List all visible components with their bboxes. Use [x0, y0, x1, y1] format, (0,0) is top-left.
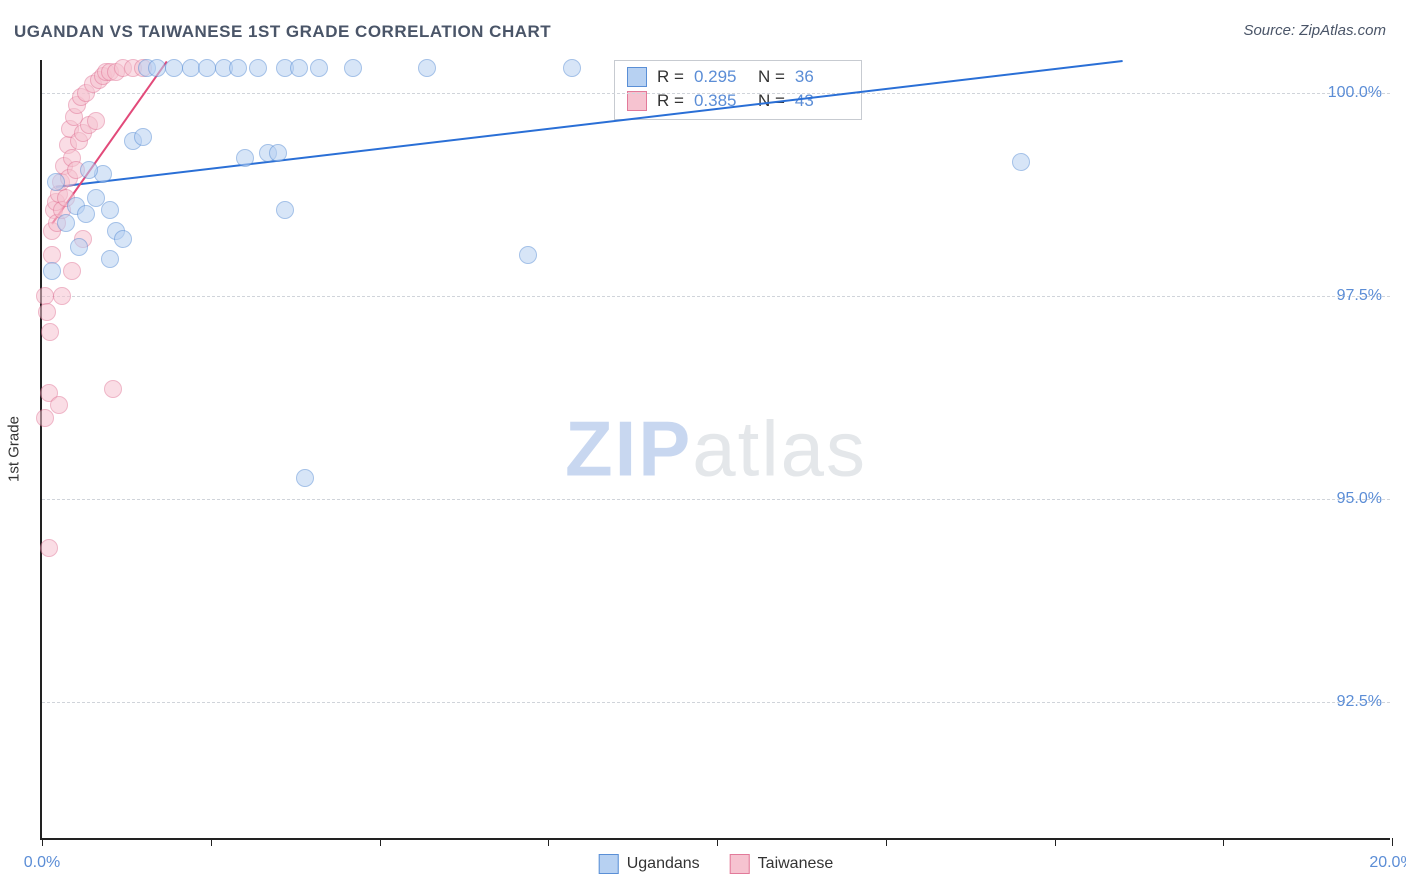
- x-tick: [1223, 838, 1224, 846]
- watermark-part1: ZIP: [565, 405, 692, 493]
- correlation-legend: R = 0.295 N = 36 R = 0.385 N = 43: [614, 60, 862, 120]
- data-point: [148, 59, 166, 77]
- source-label: Source: ZipAtlas.com: [1243, 22, 1386, 39]
- y-tick-label: 92.5%: [1337, 693, 1382, 711]
- legend-item-taiwanese: Taiwanese: [730, 854, 834, 874]
- trend-line: [55, 60, 1122, 188]
- data-point: [38, 303, 56, 321]
- gridline: [42, 702, 1390, 703]
- watermark-part2: atlas: [692, 405, 867, 493]
- data-point: [63, 262, 81, 280]
- data-point: [36, 287, 54, 305]
- y-axis-label: 1st Grade: [6, 416, 23, 482]
- series-legend: Ugandans Taiwanese: [599, 854, 834, 874]
- data-point: [70, 238, 88, 256]
- gridline: [42, 296, 1390, 297]
- data-point: [101, 201, 119, 219]
- swatch-ugandans: [627, 67, 647, 87]
- data-point: [101, 250, 119, 268]
- y-tick-label: 100.0%: [1328, 84, 1382, 102]
- data-point: [77, 205, 95, 223]
- plot-area: 1st Grade ZIPatlas R = 0.295 N = 36 R = …: [40, 60, 1390, 840]
- x-tick-label: 20.0%: [1369, 854, 1406, 872]
- watermark: ZIPatlas: [565, 404, 867, 495]
- x-tick-label: 0.0%: [24, 854, 60, 872]
- data-point: [344, 59, 362, 77]
- data-point: [50, 396, 68, 414]
- r-label: R =: [657, 67, 684, 87]
- data-point: [165, 59, 183, 77]
- data-point: [1012, 153, 1030, 171]
- y-tick-label: 97.5%: [1337, 287, 1382, 305]
- x-tick: [42, 838, 43, 846]
- legend-item-ugandans: Ugandans: [599, 854, 700, 874]
- swatch-ugandans: [599, 854, 619, 874]
- y-tick-label: 95.0%: [1337, 490, 1382, 508]
- data-point: [53, 287, 71, 305]
- legend-label: Ugandans: [627, 855, 700, 873]
- data-point: [57, 214, 75, 232]
- data-point: [198, 59, 216, 77]
- data-point: [41, 323, 59, 341]
- data-point: [296, 469, 314, 487]
- data-point: [182, 59, 200, 77]
- gridline: [42, 499, 1390, 500]
- swatch-taiwanese: [627, 91, 647, 111]
- chart-title: UGANDAN VS TAIWANESE 1ST GRADE CORRELATI…: [14, 22, 551, 42]
- legend-label: Taiwanese: [758, 855, 834, 873]
- data-point: [229, 59, 247, 77]
- data-point: [236, 149, 254, 167]
- r-value: 0.295: [694, 67, 748, 87]
- data-point: [47, 173, 65, 191]
- data-point: [310, 59, 328, 77]
- data-point: [114, 230, 132, 248]
- n-label: N =: [758, 67, 785, 87]
- data-point: [418, 59, 436, 77]
- x-tick: [886, 838, 887, 846]
- x-tick: [211, 838, 212, 846]
- n-value: 36: [795, 67, 849, 87]
- data-point: [43, 262, 61, 280]
- data-point: [563, 59, 581, 77]
- gridline: [42, 93, 1390, 94]
- x-tick: [1055, 838, 1056, 846]
- x-tick: [1392, 838, 1393, 846]
- data-point: [519, 246, 537, 264]
- x-tick: [380, 838, 381, 846]
- data-point: [87, 112, 105, 130]
- data-point: [269, 144, 287, 162]
- data-point: [249, 59, 267, 77]
- data-point: [104, 380, 122, 398]
- data-point: [276, 201, 294, 219]
- chart-container: UGANDAN VS TAIWANESE 1ST GRADE CORRELATI…: [0, 0, 1406, 892]
- r-label: R =: [657, 91, 684, 111]
- data-point: [290, 59, 308, 77]
- swatch-taiwanese: [730, 854, 750, 874]
- legend-row-ugandans: R = 0.295 N = 36: [627, 65, 849, 89]
- x-tick: [548, 838, 549, 846]
- data-point: [80, 161, 98, 179]
- data-point: [40, 539, 58, 557]
- data-point: [134, 128, 152, 146]
- x-tick: [717, 838, 718, 846]
